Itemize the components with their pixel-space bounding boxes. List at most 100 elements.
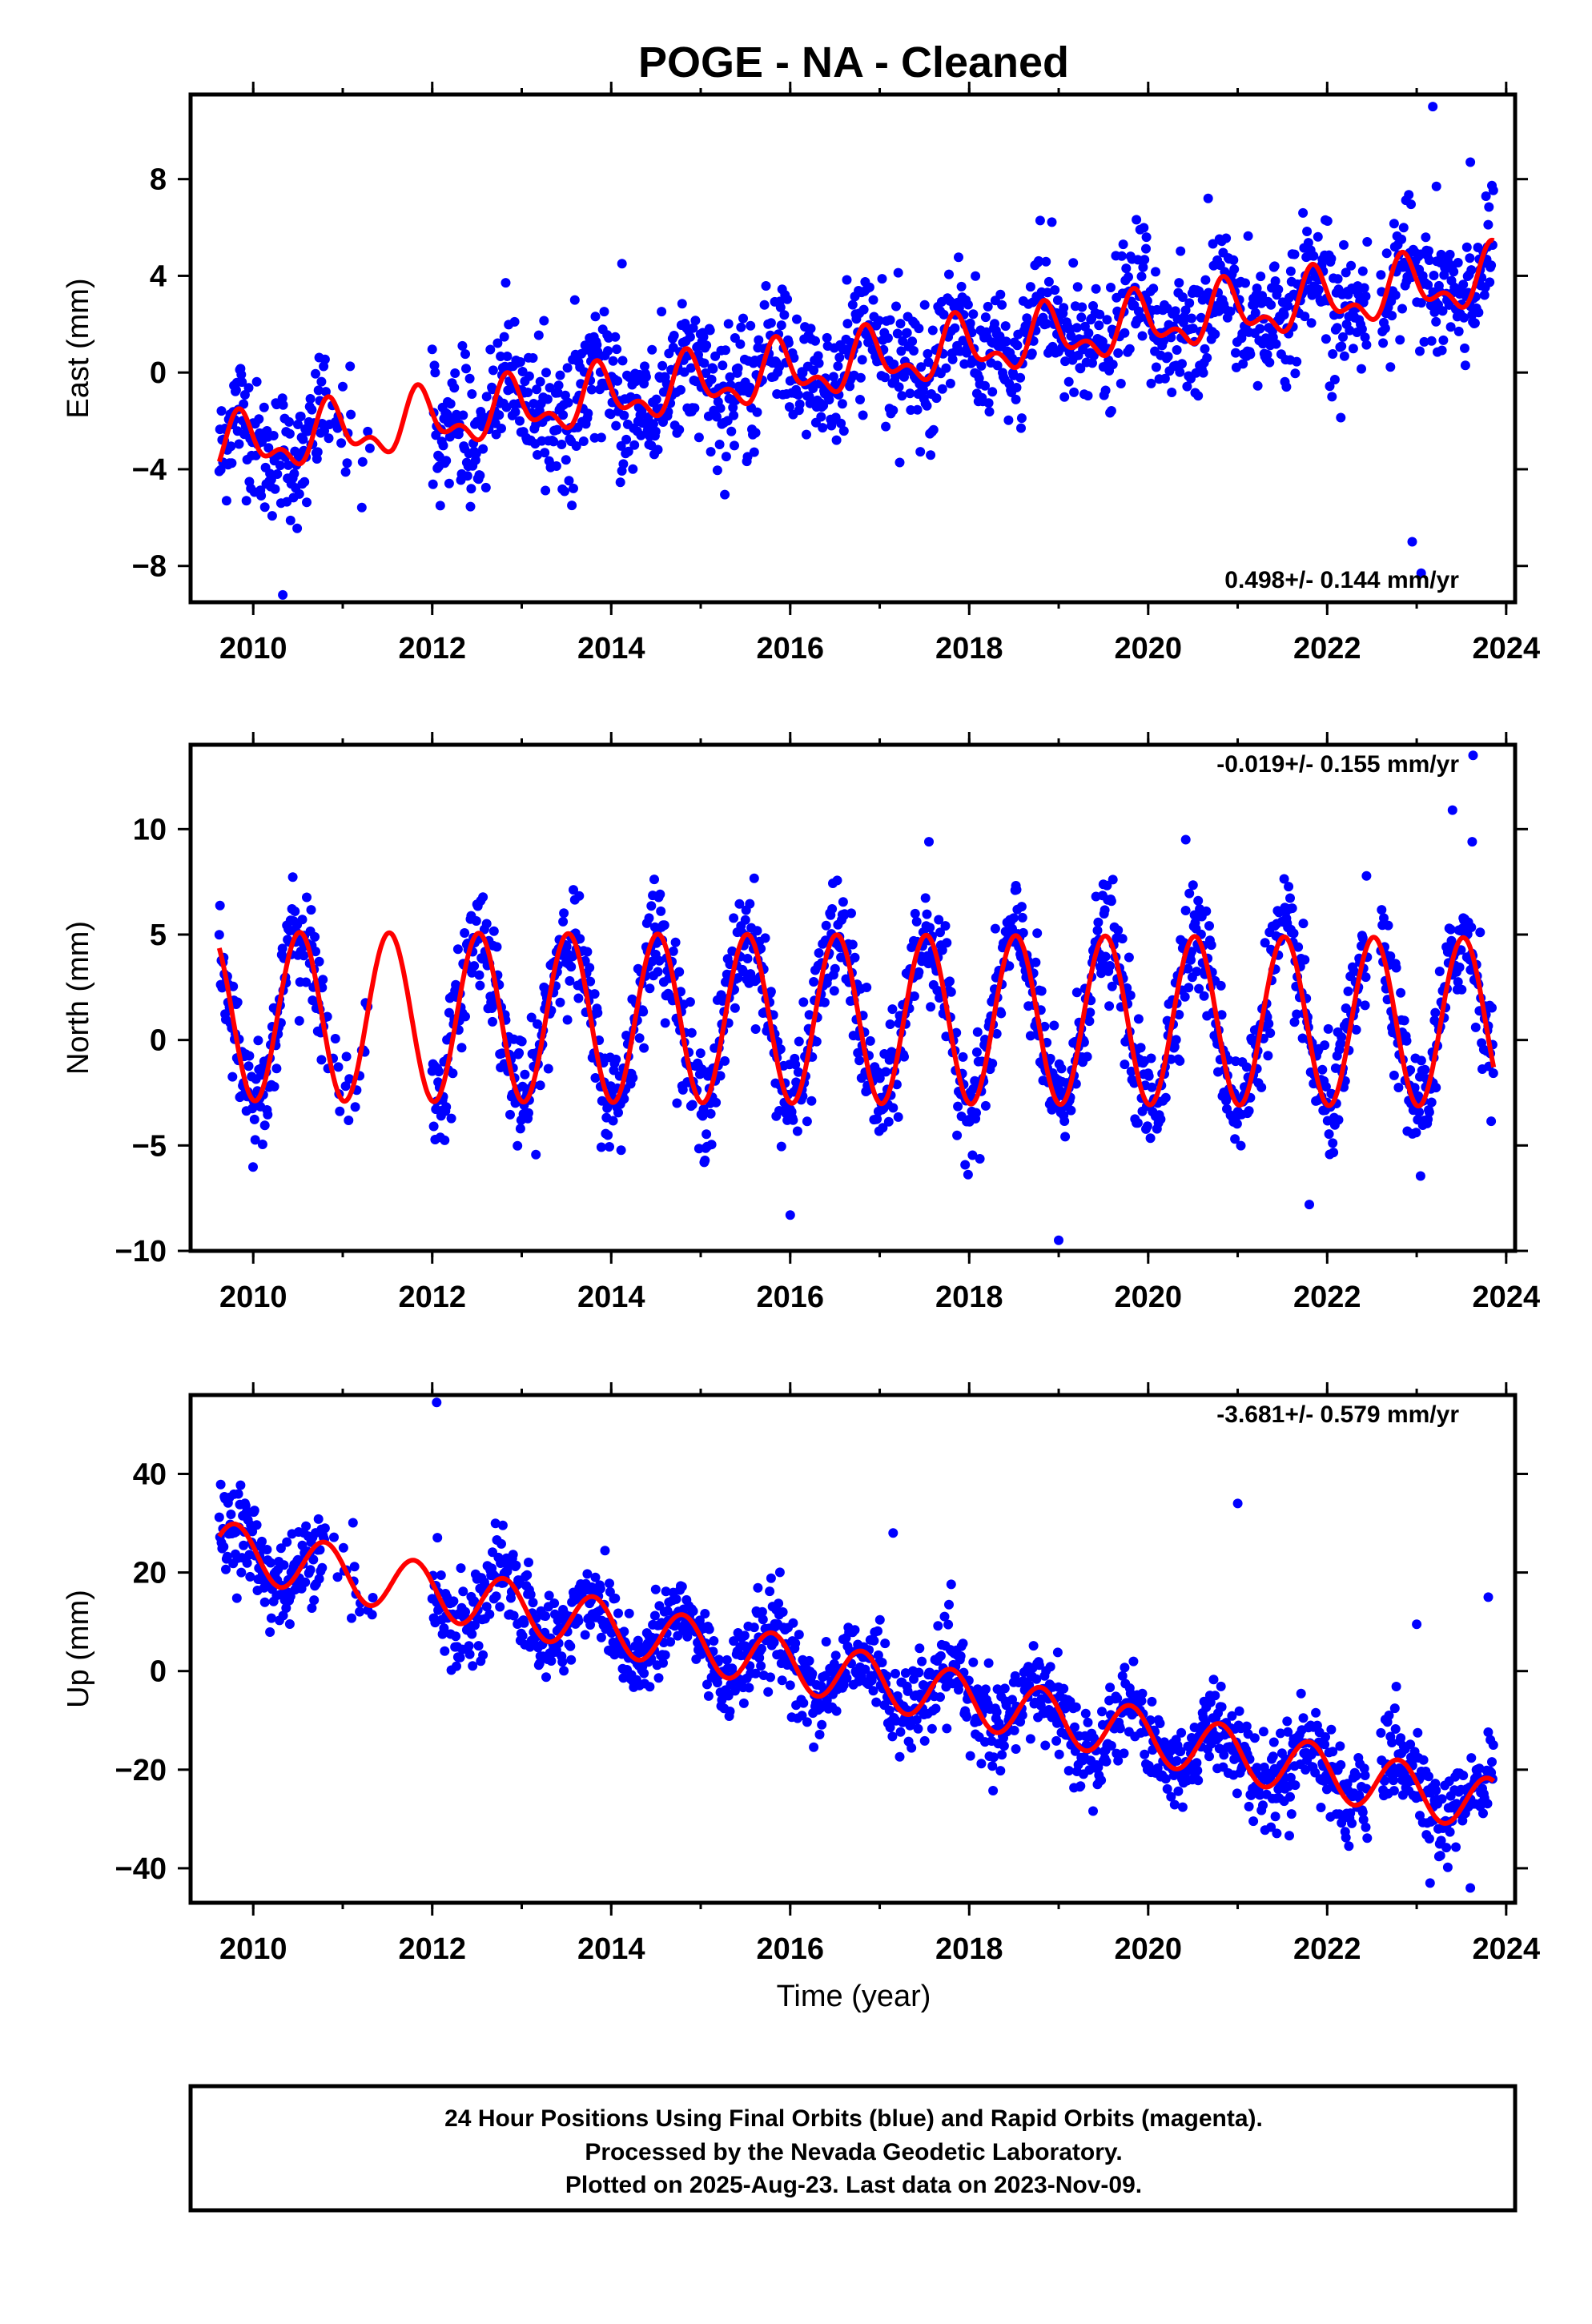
east-data-point <box>1116 251 1127 261</box>
east-data-point <box>806 324 816 334</box>
up-data-point <box>1389 1775 1398 1786</box>
north-data-point <box>674 967 685 977</box>
east-data-point <box>894 382 904 392</box>
north-data-point <box>1457 984 1467 995</box>
east-data-point <box>1473 308 1484 318</box>
east-data-point <box>892 328 903 339</box>
up-data-point <box>1436 1835 1446 1846</box>
north-data-point <box>885 1019 895 1029</box>
north-plot-frame <box>188 742 1518 1253</box>
north-data-point <box>644 913 654 923</box>
east-data-point <box>685 332 695 342</box>
north-data-point <box>687 1100 698 1110</box>
up-outlier-point <box>1483 1592 1494 1602</box>
north-data-point <box>695 1048 706 1059</box>
north-data-point <box>750 1024 761 1034</box>
east-data-point <box>836 418 846 428</box>
east-data-point <box>283 460 293 470</box>
east-data-point <box>837 399 847 409</box>
north-data-point <box>428 1121 439 1132</box>
east-data-point <box>1256 271 1266 282</box>
up-data-point <box>1128 1656 1139 1667</box>
east-x-tick-label: 2022 <box>1293 632 1361 665</box>
east-data-point <box>1095 309 1105 320</box>
east-data-point <box>1198 368 1208 378</box>
up-data-point <box>573 1616 584 1626</box>
east-data-point <box>965 318 975 328</box>
north-data-point <box>294 1015 304 1026</box>
east-data-point <box>1486 260 1497 271</box>
east-data-point <box>1397 304 1407 314</box>
up-data-point <box>1054 1749 1064 1759</box>
east-data-point <box>294 489 304 499</box>
east-outlier-point <box>1465 157 1476 167</box>
north-data-point <box>865 1035 875 1046</box>
up-data-point <box>1173 1786 1184 1796</box>
up-data-point <box>1424 1834 1434 1844</box>
east-data-point <box>590 312 601 322</box>
north-y-axis-title: North (mm) <box>62 921 95 1075</box>
north-data-point <box>1486 1116 1497 1127</box>
east-data-point <box>1300 312 1310 322</box>
east-data-point <box>842 319 853 329</box>
east-data-point <box>560 390 570 400</box>
north-data-point <box>1396 987 1406 998</box>
east-data-point <box>874 316 884 326</box>
up-data-point <box>251 1520 262 1530</box>
east-data-point <box>569 295 580 305</box>
east-data-point <box>1132 215 1142 225</box>
north-data-point <box>1132 1118 1143 1128</box>
up-data-point <box>519 1618 529 1628</box>
up-data-point <box>580 1630 590 1640</box>
east-data-point <box>615 477 625 488</box>
east-data-point <box>533 450 542 460</box>
east-data-point <box>1034 255 1043 266</box>
north-data-point <box>975 1154 985 1164</box>
east-data-point <box>267 511 277 521</box>
north-data-point <box>952 1130 963 1140</box>
east-data-point <box>1071 323 1082 333</box>
east-data-point <box>1306 318 1317 328</box>
east-data-point <box>838 426 849 436</box>
east-data-point <box>950 323 960 333</box>
up-data-point <box>1120 1663 1130 1673</box>
north-data-point <box>611 1054 621 1064</box>
east-data-point <box>1138 262 1148 272</box>
north-data-point <box>1391 963 1401 973</box>
up-data-point <box>665 1637 676 1647</box>
east-data-point <box>542 394 553 404</box>
up-data-point <box>1025 1734 1035 1744</box>
north-data-point <box>1377 905 1387 915</box>
up-data-point <box>1482 1799 1493 1809</box>
east-data-point <box>1108 360 1118 370</box>
north-y-tick-label: −10 <box>115 1235 167 1269</box>
east-data-point <box>510 407 521 417</box>
up-data-point <box>946 1579 956 1590</box>
east-data-point <box>818 400 829 411</box>
east-data-point <box>824 395 834 405</box>
up-data-point <box>1176 1747 1186 1756</box>
north-data-point <box>838 897 848 907</box>
up-data-point <box>464 1641 474 1651</box>
north-data-point <box>1071 987 1082 998</box>
up-data-point <box>1282 1716 1292 1727</box>
east-data-point <box>555 370 565 380</box>
up-data-point <box>884 1705 894 1715</box>
north-data-point <box>593 1007 603 1018</box>
up-data-point <box>1272 1828 1282 1839</box>
up-data-point <box>1009 1725 1019 1735</box>
east-y-tick-label: 8 <box>150 163 167 197</box>
east-data-point <box>1003 415 1014 425</box>
up-data-point <box>700 1609 710 1618</box>
up-data-point <box>219 1542 229 1552</box>
east-outlier-point <box>1407 537 1417 547</box>
east-data-point <box>1137 331 1148 341</box>
up-data-point <box>262 1545 272 1554</box>
east-data-point <box>1449 267 1459 277</box>
up-data-point <box>1137 1688 1148 1699</box>
north-data-point <box>451 979 461 990</box>
east-data-point <box>1346 260 1357 271</box>
east-data-point <box>937 384 947 394</box>
north-data-point <box>330 1034 340 1043</box>
up-data-point <box>980 1684 991 1695</box>
